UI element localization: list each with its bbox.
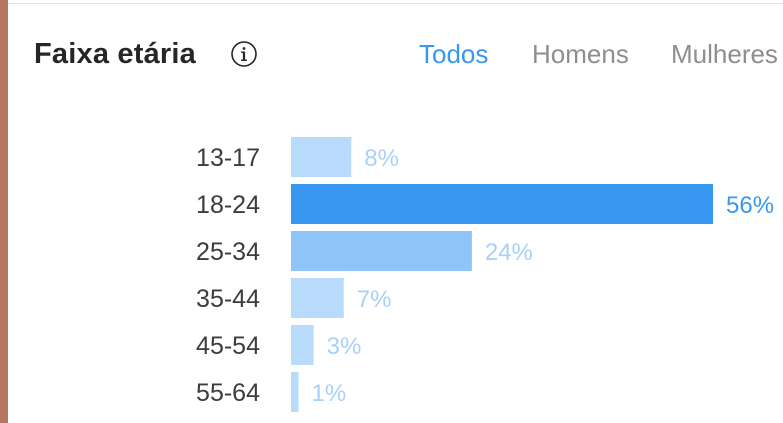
info-icon[interactable]	[230, 40, 258, 68]
value-label: 8%	[364, 145, 399, 172]
category-label: 35-44	[196, 285, 260, 313]
tab-todos[interactable]: Todos	[419, 39, 489, 69]
value-label: 3%	[327, 333, 362, 360]
bar-45-54	[291, 325, 314, 365]
category-label: 45-54	[196, 332, 260, 360]
bar-35-44	[291, 278, 344, 318]
top-divider	[8, 3, 783, 4]
bar-13-17	[291, 137, 352, 177]
tab-homens[interactable]: Homens	[532, 39, 629, 69]
category-label: 55-64	[196, 379, 260, 407]
gender-tabs: Todos Homens Mulheres	[8, 39, 783, 71]
bar-18-24	[291, 184, 713, 224]
age-range-card: Faixa etária Todos Homens Mulheres 13-17…	[8, 0, 783, 423]
category-label: 18-24	[196, 191, 260, 219]
tab-mulheres[interactable]: Mulheres	[671, 39, 778, 69]
age-bar-chart: 13-17 8% 18-24 56% 25-34 24% 35-44 7% 45-54 3% 55-…	[196, 137, 774, 412]
value-label: 7%	[357, 286, 392, 313]
value-label: 56%	[726, 192, 774, 219]
category-label: 13-17	[196, 144, 260, 172]
section-title: Faixa etária	[34, 38, 196, 70]
bar-25-34	[291, 231, 472, 271]
bar-55-64	[291, 372, 299, 412]
value-label: 24%	[485, 239, 533, 266]
category-label: 25-34	[196, 238, 260, 266]
value-label: 1%	[312, 380, 347, 407]
